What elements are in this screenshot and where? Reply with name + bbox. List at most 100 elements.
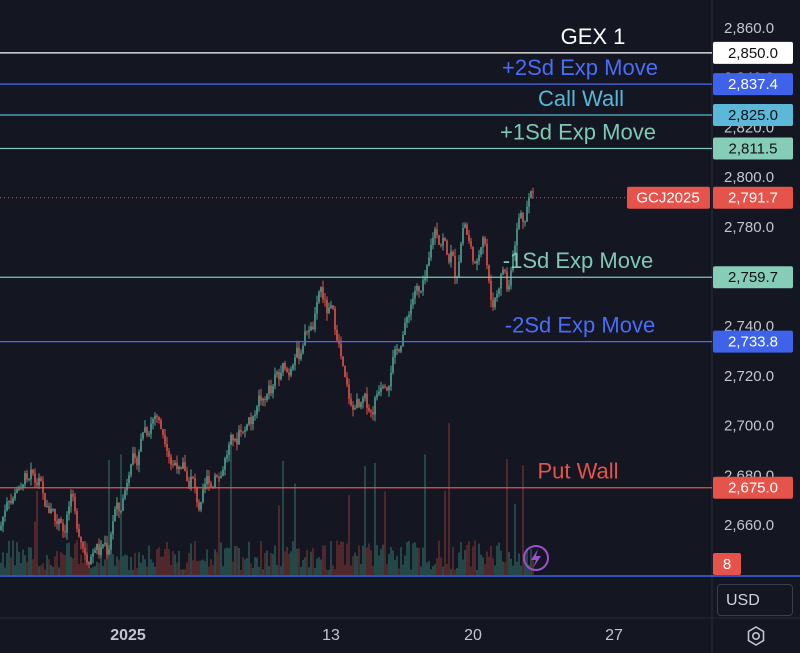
volume-bar [488, 556, 490, 575]
volume-bar [336, 540, 338, 575]
candle-body [326, 300, 328, 314]
candle-body [496, 294, 498, 298]
candle-body [230, 434, 232, 445]
time-axis[interactable]: 2025 13 20 27 [110, 627, 623, 644]
level-label: +2Sd Exp Move [502, 55, 658, 80]
candle-body [122, 498, 124, 511]
volume-bar [234, 546, 236, 575]
date-label-13: 13 [322, 627, 340, 644]
candle-body [106, 542, 108, 555]
volume-bar [94, 566, 96, 575]
plot-area[interactable] [0, 0, 712, 577]
candle-body [66, 514, 68, 533]
volume-bar [392, 550, 394, 575]
volume-bar [452, 546, 454, 575]
candle-body [400, 346, 402, 352]
volume-bar [64, 555, 66, 575]
lightning-icon[interactable] [523, 545, 549, 571]
candle-body [266, 394, 268, 400]
candle-body [98, 543, 100, 556]
candle-body [250, 417, 252, 425]
candle-body [116, 502, 118, 509]
currency-selector[interactable]: USD [717, 584, 793, 616]
volume-bar [278, 505, 280, 575]
candle-body [434, 229, 436, 239]
volume-bar [128, 569, 130, 575]
volume-bar [352, 556, 354, 575]
volume-bar [8, 540, 10, 575]
volume-bar [58, 567, 60, 575]
volume-bar [468, 541, 470, 575]
volume-bar [12, 540, 14, 575]
volume-bar [110, 552, 112, 575]
level-tag [713, 266, 793, 289]
candle-body [486, 243, 488, 266]
volume-bar [438, 540, 440, 575]
candle-body [430, 244, 432, 258]
volume-bar [428, 560, 430, 575]
volume-bar [320, 559, 322, 575]
candle-body [130, 464, 132, 476]
settings-icon[interactable] [744, 624, 768, 648]
volume-bar [90, 568, 92, 575]
candle-body [200, 501, 202, 510]
level-tag [713, 330, 793, 353]
candle-body [252, 415, 254, 425]
candle-body [310, 326, 312, 331]
volume-bar [232, 561, 234, 575]
candle-body [330, 305, 332, 308]
volume-bar [518, 553, 520, 575]
candle-body [254, 414, 256, 416]
candle-body [4, 510, 6, 517]
volume-bar [126, 555, 128, 575]
volume-bar [192, 560, 194, 575]
volume-bar [182, 569, 184, 575]
candle-body [0, 525, 2, 530]
candle-body [412, 298, 414, 305]
volume-bar [306, 550, 308, 575]
volume-bar [108, 459, 110, 575]
volume-bar [40, 565, 42, 575]
candle-body [518, 217, 520, 229]
volume-bar [148, 545, 150, 575]
candle-body [460, 243, 462, 262]
candle-body [124, 490, 126, 499]
volume-bar [226, 547, 228, 575]
candle-body [316, 302, 318, 314]
candle-body [196, 487, 198, 503]
volume-bar [294, 483, 296, 575]
volume-bar [44, 569, 46, 575]
candle-body [22, 484, 24, 488]
volume-bar [138, 552, 140, 575]
candle-body [426, 265, 428, 278]
candle-body [324, 299, 326, 301]
volume-bar [254, 557, 256, 575]
candle-body [440, 244, 442, 246]
volume-bar [290, 551, 292, 575]
volume-bar [408, 540, 410, 575]
candle-body [360, 402, 362, 408]
candle-body [96, 543, 98, 551]
volume-bar [154, 566, 156, 575]
candle-body [478, 254, 480, 262]
level-tag [713, 41, 793, 64]
candle-body [154, 415, 156, 420]
candle-body [214, 475, 216, 488]
candle-body [422, 280, 424, 292]
volume-bar [96, 561, 98, 575]
candle-body [414, 290, 416, 299]
candle-body [470, 241, 472, 247]
candle-body [218, 477, 220, 479]
alert-count-tag[interactable]: 8 [713, 553, 741, 575]
volume-bar [432, 565, 434, 575]
candle-body [424, 277, 426, 281]
volume-bar [50, 565, 52, 575]
volume-bar [220, 542, 222, 575]
volume-bar [246, 558, 248, 575]
candle-body [164, 434, 166, 445]
volume-bar [362, 545, 364, 575]
candle-body [62, 523, 64, 532]
volume-bar [446, 563, 448, 575]
candle-body [222, 469, 224, 476]
